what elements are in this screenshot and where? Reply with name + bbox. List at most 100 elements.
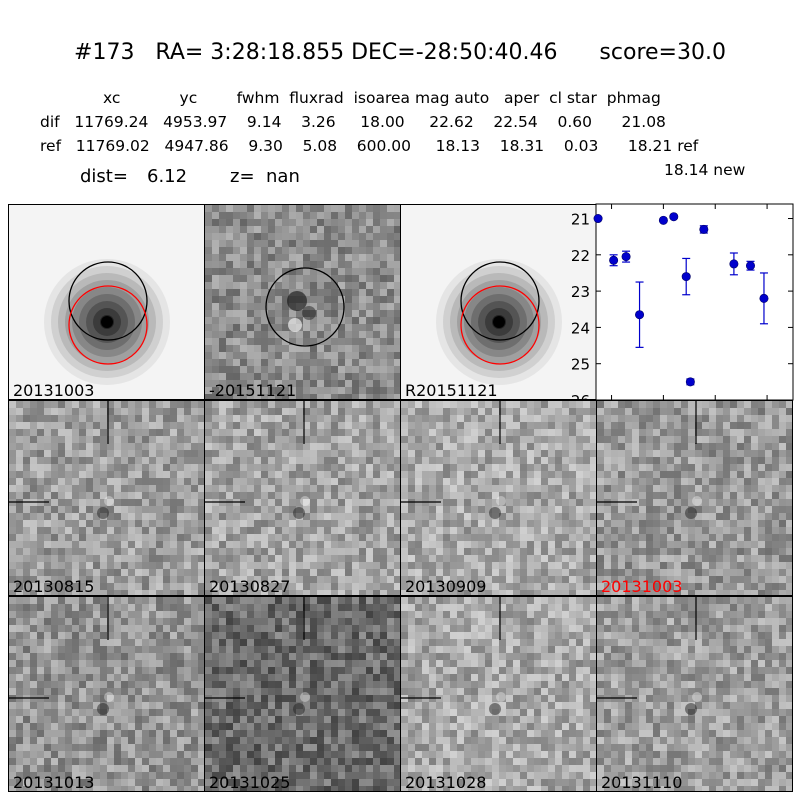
noise-pixel (338, 527, 345, 534)
noise-pixel (485, 527, 492, 534)
noise-pixel (44, 457, 51, 464)
noise-pixel (548, 576, 555, 583)
noise-pixel (23, 436, 30, 443)
noise-pixel (205, 464, 212, 471)
noise-pixel (275, 324, 282, 331)
noise-pixel (289, 548, 296, 555)
noise-pixel (695, 527, 702, 534)
noise-pixel (205, 534, 212, 541)
noise-pixel (93, 765, 100, 772)
noise-pixel (429, 415, 436, 422)
noise-pixel (555, 485, 562, 492)
noise-pixel (366, 212, 373, 219)
noise-pixel (205, 569, 212, 576)
noise-pixel (65, 681, 72, 688)
noise-pixel (51, 632, 58, 639)
noise-pixel (590, 534, 596, 541)
noise-pixel (569, 506, 576, 513)
noise-pixel (387, 499, 394, 506)
noise-pixel (744, 471, 751, 478)
noise-pixel (72, 660, 79, 667)
noise-pixel (590, 492, 596, 499)
noise-pixel (345, 408, 352, 415)
noise-pixel (604, 450, 611, 457)
noise-pixel (443, 478, 450, 485)
noise-pixel (478, 492, 485, 499)
noise-pixel (702, 492, 709, 499)
noise-pixel (576, 471, 583, 478)
noise-pixel (275, 520, 282, 527)
noise-pixel (86, 534, 93, 541)
noise-pixel (310, 562, 317, 569)
noise-pixel (653, 492, 660, 499)
noise-pixel (716, 506, 723, 513)
noise-pixel (170, 772, 177, 779)
noise-pixel (387, 492, 394, 499)
noise-pixel (331, 513, 338, 520)
noise-pixel (114, 688, 121, 695)
noise-pixel (380, 247, 387, 254)
noise-pixel (23, 555, 30, 562)
noise-pixel (65, 772, 72, 779)
noise-pixel (541, 422, 548, 429)
noise-pixel (716, 534, 723, 541)
noise-pixel (100, 520, 107, 527)
noise-pixel (772, 401, 779, 408)
noise-pixel (51, 548, 58, 555)
noise-pixel (275, 226, 282, 233)
noise-pixel (254, 492, 261, 499)
noise-pixel (233, 485, 240, 492)
noise-pixel (58, 534, 65, 541)
noise-pixel (240, 345, 247, 352)
noise-pixel (177, 632, 184, 639)
noise-pixel (352, 240, 359, 247)
noise-pixel (44, 597, 51, 604)
noise-pixel (163, 450, 170, 457)
noise-pixel (520, 506, 527, 513)
noise-pixel (289, 464, 296, 471)
noise-pixel (233, 471, 240, 478)
noise-pixel (471, 408, 478, 415)
noise-pixel (121, 758, 128, 765)
noise-pixel (205, 289, 212, 296)
noise-pixel (121, 730, 128, 737)
noise-pixel (37, 464, 44, 471)
noise-pixel (149, 541, 156, 548)
noise-pixel (667, 541, 674, 548)
noise-pixel (86, 457, 93, 464)
noise-pixel (100, 499, 107, 506)
noise-pixel (716, 527, 723, 534)
noise-pixel (212, 359, 219, 366)
noise-pixel (366, 282, 373, 289)
noise-pixel (240, 324, 247, 331)
noise-pixel (779, 492, 786, 499)
noise-pixel (261, 562, 268, 569)
noise-pixel (156, 415, 163, 422)
noise-pixel (373, 212, 380, 219)
noise-pixel (44, 436, 51, 443)
noise-pixel (135, 513, 142, 520)
noise-pixel (128, 681, 135, 688)
noise-pixel (177, 583, 184, 590)
noise-pixel (380, 394, 387, 399)
noise-pixel (366, 205, 373, 212)
noise-pixel (72, 415, 79, 422)
noise-pixel (464, 415, 471, 422)
noise-pixel (261, 233, 268, 240)
noise-pixel (170, 527, 177, 534)
noise-pixel (23, 506, 30, 513)
noise-pixel (779, 457, 786, 464)
noise-pixel (569, 555, 576, 562)
noise-pixel (408, 569, 415, 576)
noise-pixel (373, 261, 380, 268)
noise-pixel (142, 478, 149, 485)
noise-pixel (611, 450, 618, 457)
noise-pixel (394, 499, 400, 506)
noise-pixel (604, 429, 611, 436)
noise-pixel (555, 450, 562, 457)
noise-pixel (688, 457, 695, 464)
noise-pixel (114, 408, 121, 415)
noise-pixel (177, 534, 184, 541)
noise-pixel (702, 415, 709, 422)
noise-pixel (709, 457, 716, 464)
